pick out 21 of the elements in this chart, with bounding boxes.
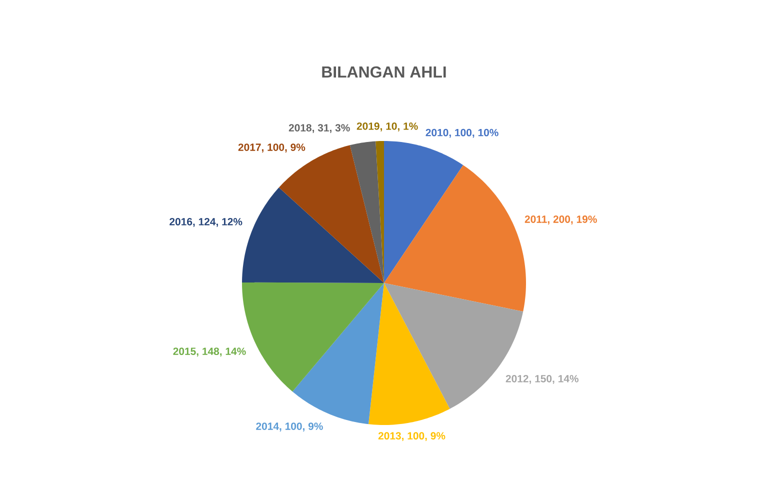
data-label: , 100, 10%	[449, 128, 498, 138]
slice-label: 2014	[256, 422, 279, 430]
slice-label: 2010	[426, 128, 448, 136]
slice-label: 2019	[356, 122, 380, 130]
slice-label: 2013	[378, 432, 401, 440]
slice-label: 2018	[288, 124, 312, 132]
slice-label: 2011	[524, 216, 547, 223]
slice-label: 2012	[506, 374, 528, 382]
data-label: , 100, 9%	[262, 144, 306, 152]
chart-title: BILANGAN AHLI	[322, 66, 446, 78]
data-label: , 124, 12%	[193, 218, 242, 227]
data-label: , 148, 14%	[196, 348, 246, 357]
slice-label: 2017	[238, 144, 261, 151]
slice-label: 2016	[170, 218, 192, 226]
data-label: , 10, 1%	[380, 122, 418, 132]
data-label: , 100, 9%	[280, 422, 323, 432]
slice-label: 2015	[173, 348, 196, 356]
data-label: , 31, 3%	[312, 124, 350, 134]
data-label: , 150, 14%	[529, 374, 578, 384]
data-label: , 200, 19%	[548, 216, 597, 224]
data-label: , 100, 9%	[402, 432, 446, 442]
